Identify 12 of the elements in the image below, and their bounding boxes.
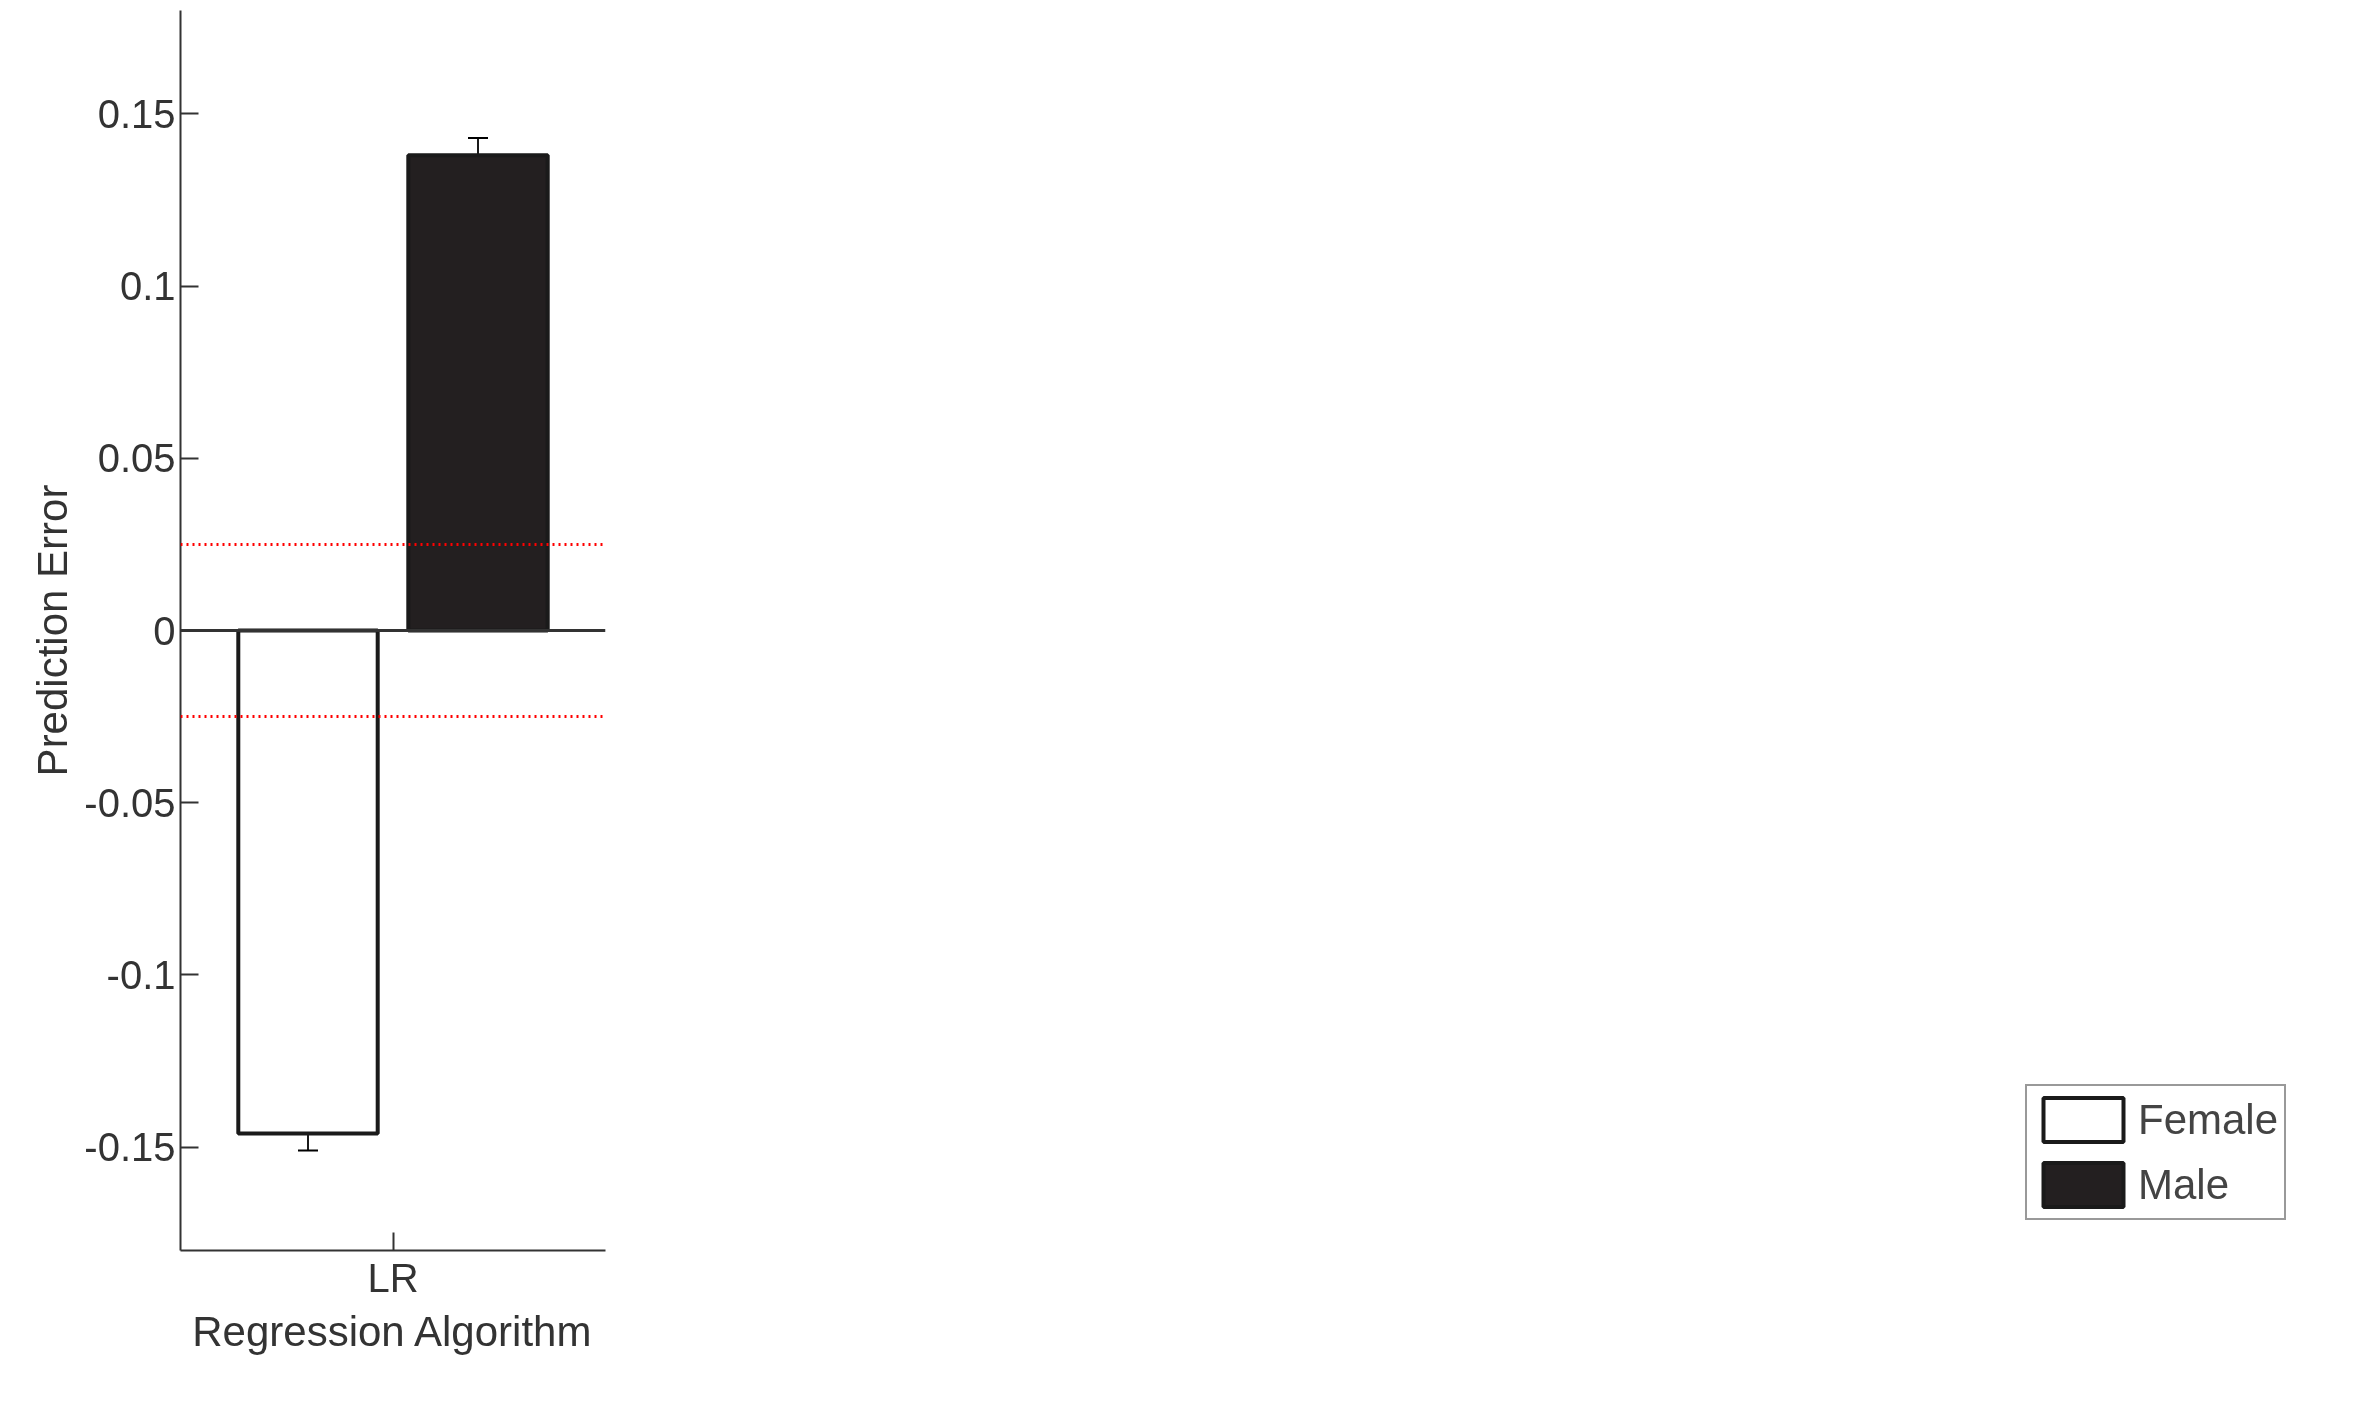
x-tick-label: LR <box>367 1255 419 1300</box>
y-tick-label: -0.1 <box>106 952 176 997</box>
y-tick-label: 0.15 <box>97 91 176 136</box>
y-tick-label: 0.05 <box>97 436 176 481</box>
legend-label: Female <box>2138 1095 2279 1144</box>
y-tick-label: -0.05 <box>84 780 176 825</box>
y-axis-title: Prediction Error <box>29 484 77 777</box>
y-tick-label: 0.1 <box>119 264 176 309</box>
y-tick-label: -0.15 <box>84 1125 176 1170</box>
legend-label: Male <box>2138 1160 2230 1209</box>
x-axis-title: Regression Algorithm <box>192 1307 592 1355</box>
y-tick-label: 0 <box>153 608 176 653</box>
